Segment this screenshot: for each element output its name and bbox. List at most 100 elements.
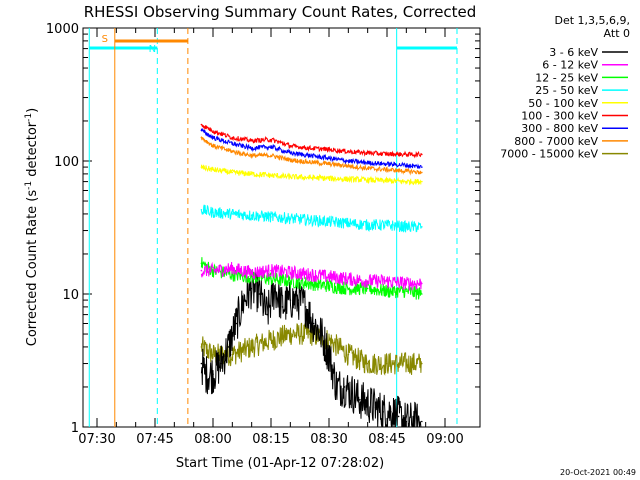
data-point — [366, 152, 369, 154]
data-point — [250, 346, 253, 348]
data-point — [231, 273, 234, 276]
footer-timestamp: 20-Oct-2021 00:49 — [560, 468, 636, 477]
data-point — [347, 287, 350, 290]
data-point — [289, 159, 292, 161]
legend-entry-label: 3 - 6 keV — [549, 46, 598, 59]
data-point — [289, 280, 292, 282]
data-point — [421, 153, 423, 156]
data-point — [374, 406, 377, 409]
data-point — [397, 415, 400, 418]
plot-area: 1 10 100 1000 07:30 07:45 08:00 08:15 08:30 08:45… — [46, 22, 481, 447]
data-point — [386, 153, 388, 155]
data-point — [289, 217, 292, 220]
data-point — [347, 278, 350, 280]
data-point — [250, 287, 253, 290]
x-tick-label: 09:00 — [426, 432, 463, 447]
data-point — [289, 299, 292, 301]
data-point — [328, 163, 330, 165]
x-tick-label: 07:30 — [78, 432, 115, 447]
data-point — [212, 373, 214, 375]
data-point — [347, 150, 350, 153]
data-point — [347, 178, 350, 180]
x-tick-label: 07:45 — [136, 432, 173, 447]
legend-entry-label: 800 - 7000 keV — [514, 135, 598, 148]
data-point — [421, 180, 423, 183]
data-point — [386, 163, 388, 165]
data-point — [405, 226, 408, 228]
data-point — [231, 353, 234, 356]
data-point — [231, 150, 234, 153]
data-point — [250, 214, 253, 217]
data-point — [328, 157, 330, 159]
data-point — [312, 322, 315, 325]
y-axis-label: Corrected Count Rate (s-1 detector-1) — [24, 108, 40, 346]
data-point — [328, 339, 330, 341]
data-point — [421, 166, 423, 168]
data-point — [308, 282, 311, 285]
data-point — [386, 224, 388, 226]
data-point — [212, 353, 214, 356]
data-point — [421, 420, 423, 423]
data-point — [328, 177, 330, 180]
y-tick-label: 1 — [71, 421, 79, 436]
series-line-800-7000keV — [200, 136, 422, 176]
data-point — [289, 145, 292, 147]
data-point — [347, 222, 350, 225]
series-line-100-300keV — [201, 123, 422, 159]
data-point — [270, 138, 272, 141]
data-point — [231, 267, 234, 270]
data-point — [212, 130, 214, 132]
legend-entry-label: 100 - 300 keV — [521, 110, 598, 123]
x-tick-label: 08:45 — [368, 432, 405, 447]
legend-header-line-2: Att 0 — [604, 27, 630, 40]
data-point — [289, 271, 292, 274]
data-point — [328, 148, 330, 151]
data-point — [308, 147, 311, 149]
data-point — [359, 399, 361, 401]
data-point — [421, 282, 423, 285]
data-point — [200, 346, 203, 348]
saa-label: S — [102, 34, 108, 45]
legend-entry-label: 50 - 100 keV — [528, 97, 598, 110]
data-point — [200, 269, 203, 272]
data-point — [270, 269, 272, 272]
data-point — [405, 170, 408, 172]
data-point — [366, 280, 369, 282]
data-point — [390, 411, 392, 413]
data-point — [270, 278, 272, 280]
data-point — [308, 161, 311, 163]
data-point — [328, 220, 330, 223]
data-point — [320, 333, 323, 335]
series-line-3-6keV — [200, 269, 422, 427]
data-point — [270, 216, 272, 218]
data-point — [270, 145, 272, 148]
data-point — [212, 269, 214, 272]
x-tick-label: 08:00 — [194, 432, 231, 447]
data-point — [200, 136, 203, 139]
data-point — [421, 226, 423, 228]
legend-entry-label: 7000 - 15000 keV — [500, 148, 598, 161]
data-point — [366, 179, 369, 181]
data-point — [308, 154, 311, 157]
data-point — [258, 293, 261, 295]
data-point — [386, 362, 388, 365]
data-point — [405, 362, 408, 365]
legend-entry-label: 6 - 12 keV — [542, 59, 598, 72]
data-point — [250, 154, 253, 157]
data-point — [413, 420, 415, 423]
chart-title: RHESSI Observing Summary Count Rates, Co… — [84, 3, 477, 21]
data-point — [405, 290, 408, 292]
data-point — [200, 262, 203, 265]
data-point — [308, 273, 311, 276]
data-point — [281, 306, 284, 308]
plot-frame — [82, 27, 481, 428]
series-line-300-800keV — [200, 127, 422, 170]
data-point — [200, 208, 203, 211]
data-point — [231, 213, 234, 215]
legend-entry-label: 300 - 800 keV — [521, 122, 598, 135]
data-point — [405, 420, 408, 423]
data-point — [366, 224, 369, 226]
data-point — [366, 287, 369, 290]
data-point — [366, 402, 369, 405]
